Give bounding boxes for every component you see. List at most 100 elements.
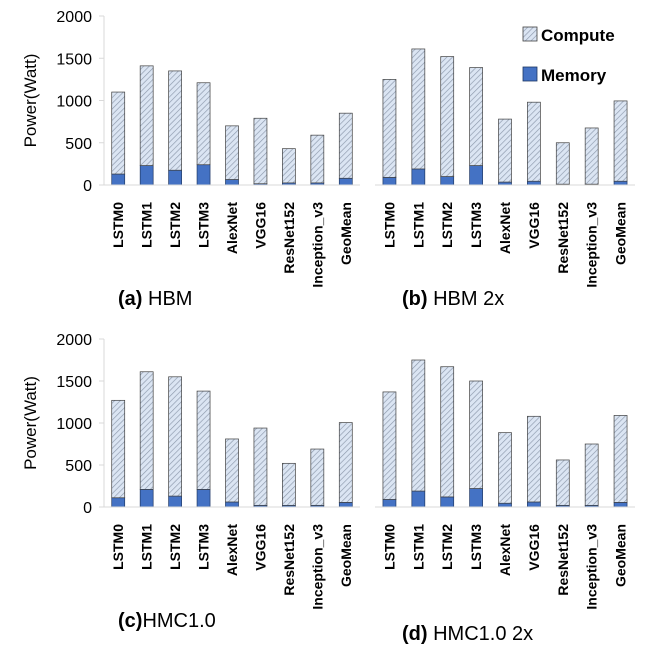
x-category-label: Inception_v3 xyxy=(309,524,325,610)
x-category-label: ResNet152 xyxy=(555,202,571,274)
y-tick-label: 0 xyxy=(83,500,92,517)
y-tick-label: 2000 xyxy=(56,332,92,349)
bar-compute xyxy=(225,438,239,503)
bar-compute xyxy=(382,391,397,500)
bar-memory xyxy=(338,502,353,508)
bar-memory xyxy=(411,168,426,186)
bar-memory xyxy=(225,501,239,508)
y-tick-label: 1500 xyxy=(56,51,92,68)
bar-compute xyxy=(310,448,325,506)
x-category-label: Inception_v3 xyxy=(584,202,600,288)
x-category-label: ResNet152 xyxy=(281,524,297,596)
bar-compute xyxy=(253,427,268,506)
bar-memory xyxy=(613,502,628,508)
legend-compute-label: Compute xyxy=(541,26,615,45)
x-category-label: GeoMean xyxy=(613,202,629,265)
bar-memory xyxy=(382,499,397,508)
bar-memory xyxy=(440,176,455,186)
legend-memory-label: Memory xyxy=(541,66,607,85)
bar-memory xyxy=(469,488,483,508)
x-category-label: AlexNet xyxy=(497,202,513,254)
x-category-label: LSTM3 xyxy=(196,524,212,570)
bar-compute xyxy=(440,56,455,177)
bar-compute xyxy=(555,459,570,506)
bar-compute xyxy=(498,118,512,183)
bar-compute xyxy=(411,359,426,492)
panel-caption-name: HMC1.0 2x xyxy=(428,623,534,645)
y-tick-label: 500 xyxy=(65,458,92,475)
bar-compute xyxy=(111,399,126,499)
bar-memory xyxy=(168,169,182,186)
bar-compute xyxy=(253,117,268,185)
y-tick-label: 0 xyxy=(83,178,92,195)
bar-compute xyxy=(584,127,599,185)
bar-compute xyxy=(613,415,628,503)
chart-legend: Compute Memory xyxy=(522,26,615,85)
x-category-label: LSTM2 xyxy=(167,202,183,248)
x-category-label: AlexNet xyxy=(224,524,240,576)
bar-memory xyxy=(382,177,397,186)
bar-compute xyxy=(168,70,182,171)
x-category-label: Inception_v3 xyxy=(584,524,600,610)
bar-memory xyxy=(527,501,541,508)
bar-compute xyxy=(469,67,483,166)
x-category-label: LSTM2 xyxy=(439,202,455,248)
y-axis-title: Power(Watt) xyxy=(21,376,40,470)
bar-compute xyxy=(282,148,296,184)
x-category-label: LSTM1 xyxy=(410,202,426,248)
bar-compute xyxy=(469,380,483,489)
bar-memory xyxy=(498,502,512,508)
x-category-label: VGG16 xyxy=(252,202,268,249)
x-category-label: LSTM3 xyxy=(468,524,484,570)
y-tick-label: 1500 xyxy=(56,374,92,391)
bar-compute xyxy=(225,125,239,180)
bar-memory xyxy=(196,164,211,186)
bar-compute xyxy=(411,48,426,170)
bar-compute xyxy=(111,91,126,175)
bar-compute xyxy=(555,142,570,185)
bar-compute xyxy=(498,432,512,504)
panel-caption: (c)HMC1.0 xyxy=(118,610,216,632)
x-category-label: LSTM2 xyxy=(167,524,183,570)
panel-caption-letter: (b) xyxy=(402,288,428,310)
legend-compute-swatch xyxy=(522,26,538,42)
bar-compute xyxy=(382,79,397,178)
x-category-label: LSTM2 xyxy=(439,524,455,570)
bar-memory xyxy=(527,180,541,186)
bar-memory xyxy=(139,489,154,508)
bar-memory xyxy=(613,180,628,186)
y-tick-label: 2000 xyxy=(56,9,92,26)
x-category-label: ResNet152 xyxy=(555,524,571,596)
bar-compute xyxy=(527,415,541,503)
panel-caption-name: HMC1.0 xyxy=(142,610,215,632)
y-tick-label: 1000 xyxy=(56,416,92,433)
x-category-label: GeoMean xyxy=(338,202,354,265)
x-category-label: VGG16 xyxy=(526,524,542,571)
y-tick-label: 1000 xyxy=(56,94,92,111)
bar-memory xyxy=(139,165,154,186)
bar-compute xyxy=(527,101,541,182)
bar-compute xyxy=(139,65,154,166)
x-category-label: VGG16 xyxy=(252,524,268,571)
bar-compute xyxy=(196,82,211,166)
x-category-label: AlexNet xyxy=(497,524,513,576)
y-axis-title: Power(Watt) xyxy=(21,54,40,148)
x-category-label: LSTM3 xyxy=(196,202,212,248)
x-category-label: LSTM1 xyxy=(410,524,426,570)
panel-caption: (b) HBM 2x xyxy=(402,288,504,310)
bar-compute xyxy=(613,100,628,182)
chart-panel: LSTM0 LSTM1 LSTM2 LSTM3 AlexNet VGG16 ResNet15… xyxy=(375,359,635,645)
x-category-label: Inception_v3 xyxy=(309,202,325,288)
x-category-label: LSTM1 xyxy=(139,202,155,248)
x-category-label: LSTM3 xyxy=(468,202,484,248)
bar-compute xyxy=(310,134,325,184)
panel-caption-name: HBM 2x xyxy=(428,288,505,310)
bar-compute xyxy=(282,462,296,506)
x-category-label: VGG16 xyxy=(526,202,542,249)
bar-memory xyxy=(111,497,126,508)
y-tick-label: 500 xyxy=(65,136,92,153)
bar-memory xyxy=(469,165,483,186)
bar-memory xyxy=(411,490,426,508)
bar-compute xyxy=(338,422,353,503)
x-category-label: LSTM0 xyxy=(110,524,126,570)
